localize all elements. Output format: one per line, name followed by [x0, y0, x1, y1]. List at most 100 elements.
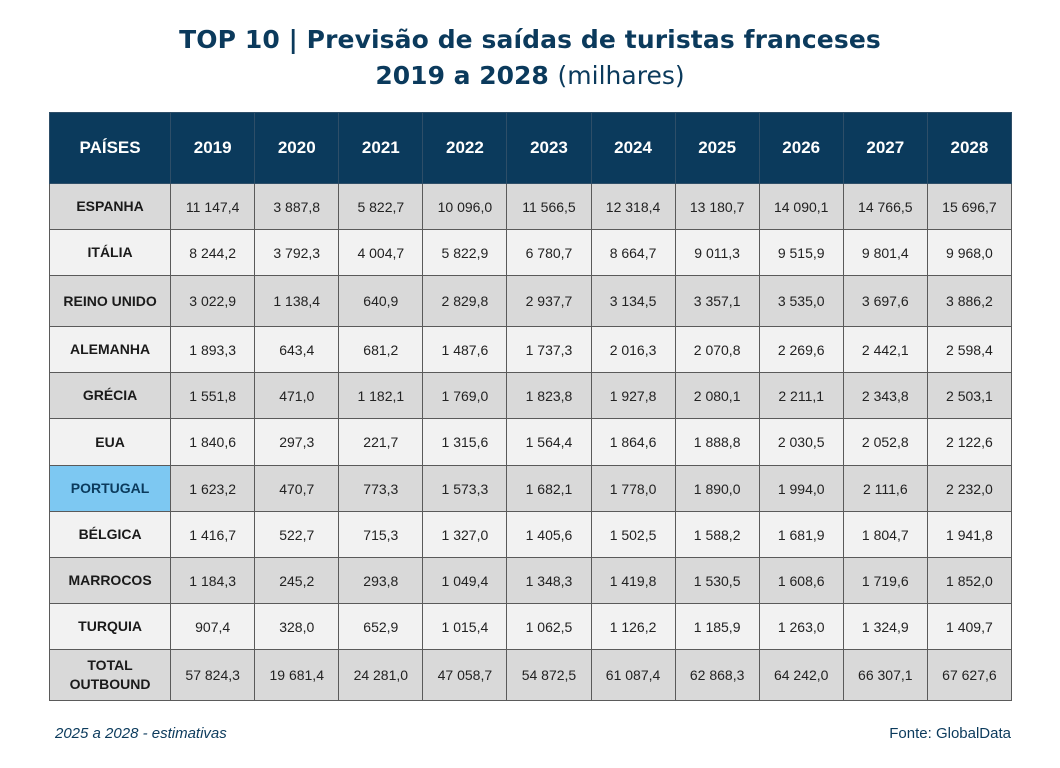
- value-cell: 3 357,1: [674, 275, 760, 327]
- value-cell: 3 697,6: [842, 275, 928, 327]
- value-cell: 2 232,0: [926, 465, 1013, 512]
- chart-title: TOP 10 | Previsão de saídas de turistas …: [0, 22, 1060, 94]
- title-line-2: 2019 a 2028 (milhares): [0, 58, 1060, 94]
- value-cell: 3 792,3: [254, 229, 340, 276]
- value-cell: 1 487,6: [422, 326, 508, 373]
- value-cell: 2 016,3: [590, 326, 676, 373]
- value-cell: 522,7: [254, 511, 340, 558]
- country-label: TOTAL OUTBOUND: [48, 649, 172, 701]
- value-cell: 1 804,7: [842, 511, 928, 558]
- country-label: ITÁLIA: [48, 229, 172, 276]
- value-cell: 62 868,3: [674, 649, 760, 701]
- footnote: 2025 a 2028 - estimativas: [55, 725, 227, 742]
- header-year: 2024: [590, 112, 676, 184]
- value-cell: 681,2: [338, 326, 424, 373]
- value-cell: 3 886,2: [926, 275, 1013, 327]
- title-unit: (milhares): [557, 61, 685, 90]
- header-year: 2027: [842, 112, 928, 184]
- value-cell: 470,7: [254, 465, 340, 512]
- table-row: EUA 1 840,6 297,3 221,7 1 315,6 1 564,4 1 864,…: [48, 418, 1013, 466]
- value-cell: 64 242,0: [758, 649, 844, 701]
- value-cell: 1 327,0: [422, 511, 508, 558]
- country-label: PORTUGAL: [48, 465, 172, 512]
- value-cell: 6 780,7: [506, 229, 592, 276]
- country-label: REINO UNIDO: [48, 275, 172, 327]
- value-cell: 643,4: [254, 326, 340, 373]
- value-cell: 1 864,6: [590, 418, 676, 466]
- value-cell: 9 515,9: [758, 229, 844, 276]
- value-cell: 11 566,5: [506, 183, 592, 230]
- value-cell: 1 405,6: [506, 511, 592, 558]
- country-label: BÉLGICA: [48, 511, 172, 558]
- value-cell: 1 588,2: [674, 511, 760, 558]
- value-cell: 19 681,4: [254, 649, 340, 701]
- table-row: BÉLGICA 1 416,7 522,7 715,3 1 327,0 1 405,6 1 …: [48, 511, 1013, 558]
- table-row: PORTUGAL 1 623,2 470,7 773,3 1 573,3 1 682,1 1…: [48, 465, 1013, 512]
- source-note: Fonte: GlobalData: [889, 725, 1011, 742]
- value-cell: 1 409,7: [926, 603, 1013, 650]
- value-cell: 2 070,8: [674, 326, 760, 373]
- value-cell: 1 182,1: [338, 372, 424, 419]
- value-cell: 640,9: [338, 275, 424, 327]
- table-header-row: PAÍSES 2019 2020 2021 2022 2023 2024 2025 2026 2…: [48, 112, 1013, 184]
- value-cell: 3 134,5: [590, 275, 676, 327]
- value-cell: 11 147,4: [170, 183, 256, 230]
- value-cell: 2 829,8: [422, 275, 508, 327]
- table-row: TOTAL OUTBOUND 57 824,3 19 681,4 24 281,0 47 …: [48, 649, 1013, 701]
- country-label: GRÉCIA: [48, 372, 172, 419]
- value-cell: 1 049,4: [422, 557, 508, 604]
- header-year: 2022: [422, 112, 508, 184]
- value-cell: 8 244,2: [170, 229, 256, 276]
- country-label: ESPANHA: [48, 183, 172, 230]
- value-cell: 2 030,5: [758, 418, 844, 466]
- value-cell: 9 011,3: [674, 229, 760, 276]
- value-cell: 1 719,6: [842, 557, 928, 604]
- table-row: GRÉCIA 1 551,8 471,0 1 182,1 1 769,0 1 823,8 1…: [48, 372, 1013, 419]
- value-cell: 293,8: [338, 557, 424, 604]
- country-label: TURQUIA: [48, 603, 172, 650]
- value-cell: 2 052,8: [842, 418, 928, 466]
- value-cell: 12 318,4: [590, 183, 676, 230]
- value-cell: 54 872,5: [506, 649, 592, 701]
- value-cell: 1 263,0: [758, 603, 844, 650]
- value-cell: 1 419,8: [590, 557, 676, 604]
- value-cell: 221,7: [338, 418, 424, 466]
- value-cell: 2 111,6: [842, 465, 928, 512]
- table-row: REINO UNIDO 3 022,9 1 138,4 640,9 2 829,8 2 9…: [48, 275, 1013, 327]
- value-cell: 1 062,5: [506, 603, 592, 650]
- table-row: ITÁLIA 8 244,2 3 792,3 4 004,7 5 822,9 6 780,…: [48, 229, 1013, 276]
- value-cell: 1 890,0: [674, 465, 760, 512]
- value-cell: 3 887,8: [254, 183, 340, 230]
- value-cell: 1 852,0: [926, 557, 1013, 604]
- value-cell: 652,9: [338, 603, 424, 650]
- value-cell: 66 307,1: [842, 649, 928, 701]
- value-cell: 3 022,9: [170, 275, 256, 327]
- forecast-table: PAÍSES 2019 2020 2021 2022 2023 2024 2025 2026 2…: [48, 112, 1013, 701]
- value-cell: 1 681,9: [758, 511, 844, 558]
- table-body: ESPANHA 11 147,4 3 887,8 5 822,7 10 096,0 11 …: [48, 183, 1013, 701]
- value-cell: 1 015,4: [422, 603, 508, 650]
- value-cell: 15 696,7: [926, 183, 1013, 230]
- value-cell: 2 442,1: [842, 326, 928, 373]
- table-row: ALEMANHA 1 893,3 643,4 681,2 1 487,6 1 737,3 2…: [48, 326, 1013, 373]
- country-label: MARROCOS: [48, 557, 172, 604]
- value-cell: 1 893,3: [170, 326, 256, 373]
- value-cell: 2 211,1: [758, 372, 844, 419]
- value-cell: 1 682,1: [506, 465, 592, 512]
- value-cell: 471,0: [254, 372, 340, 419]
- table-row: TURQUIA 907,4 328,0 652,9 1 015,4 1 062,5 1 12…: [48, 603, 1013, 650]
- value-cell: 14 766,5: [842, 183, 928, 230]
- value-cell: 1 348,3: [506, 557, 592, 604]
- value-cell: 773,3: [338, 465, 424, 512]
- value-cell: 1 551,8: [170, 372, 256, 419]
- value-cell: 715,3: [338, 511, 424, 558]
- value-cell: 24 281,0: [338, 649, 424, 701]
- header-year: 2020: [254, 112, 340, 184]
- value-cell: 1 185,9: [674, 603, 760, 650]
- value-cell: 4 004,7: [338, 229, 424, 276]
- value-cell: 2 343,8: [842, 372, 928, 419]
- title-years: 2019 a 2028: [375, 61, 549, 90]
- value-cell: 5 822,7: [338, 183, 424, 230]
- value-cell: 1 573,3: [422, 465, 508, 512]
- value-cell: 2 122,6: [926, 418, 1013, 466]
